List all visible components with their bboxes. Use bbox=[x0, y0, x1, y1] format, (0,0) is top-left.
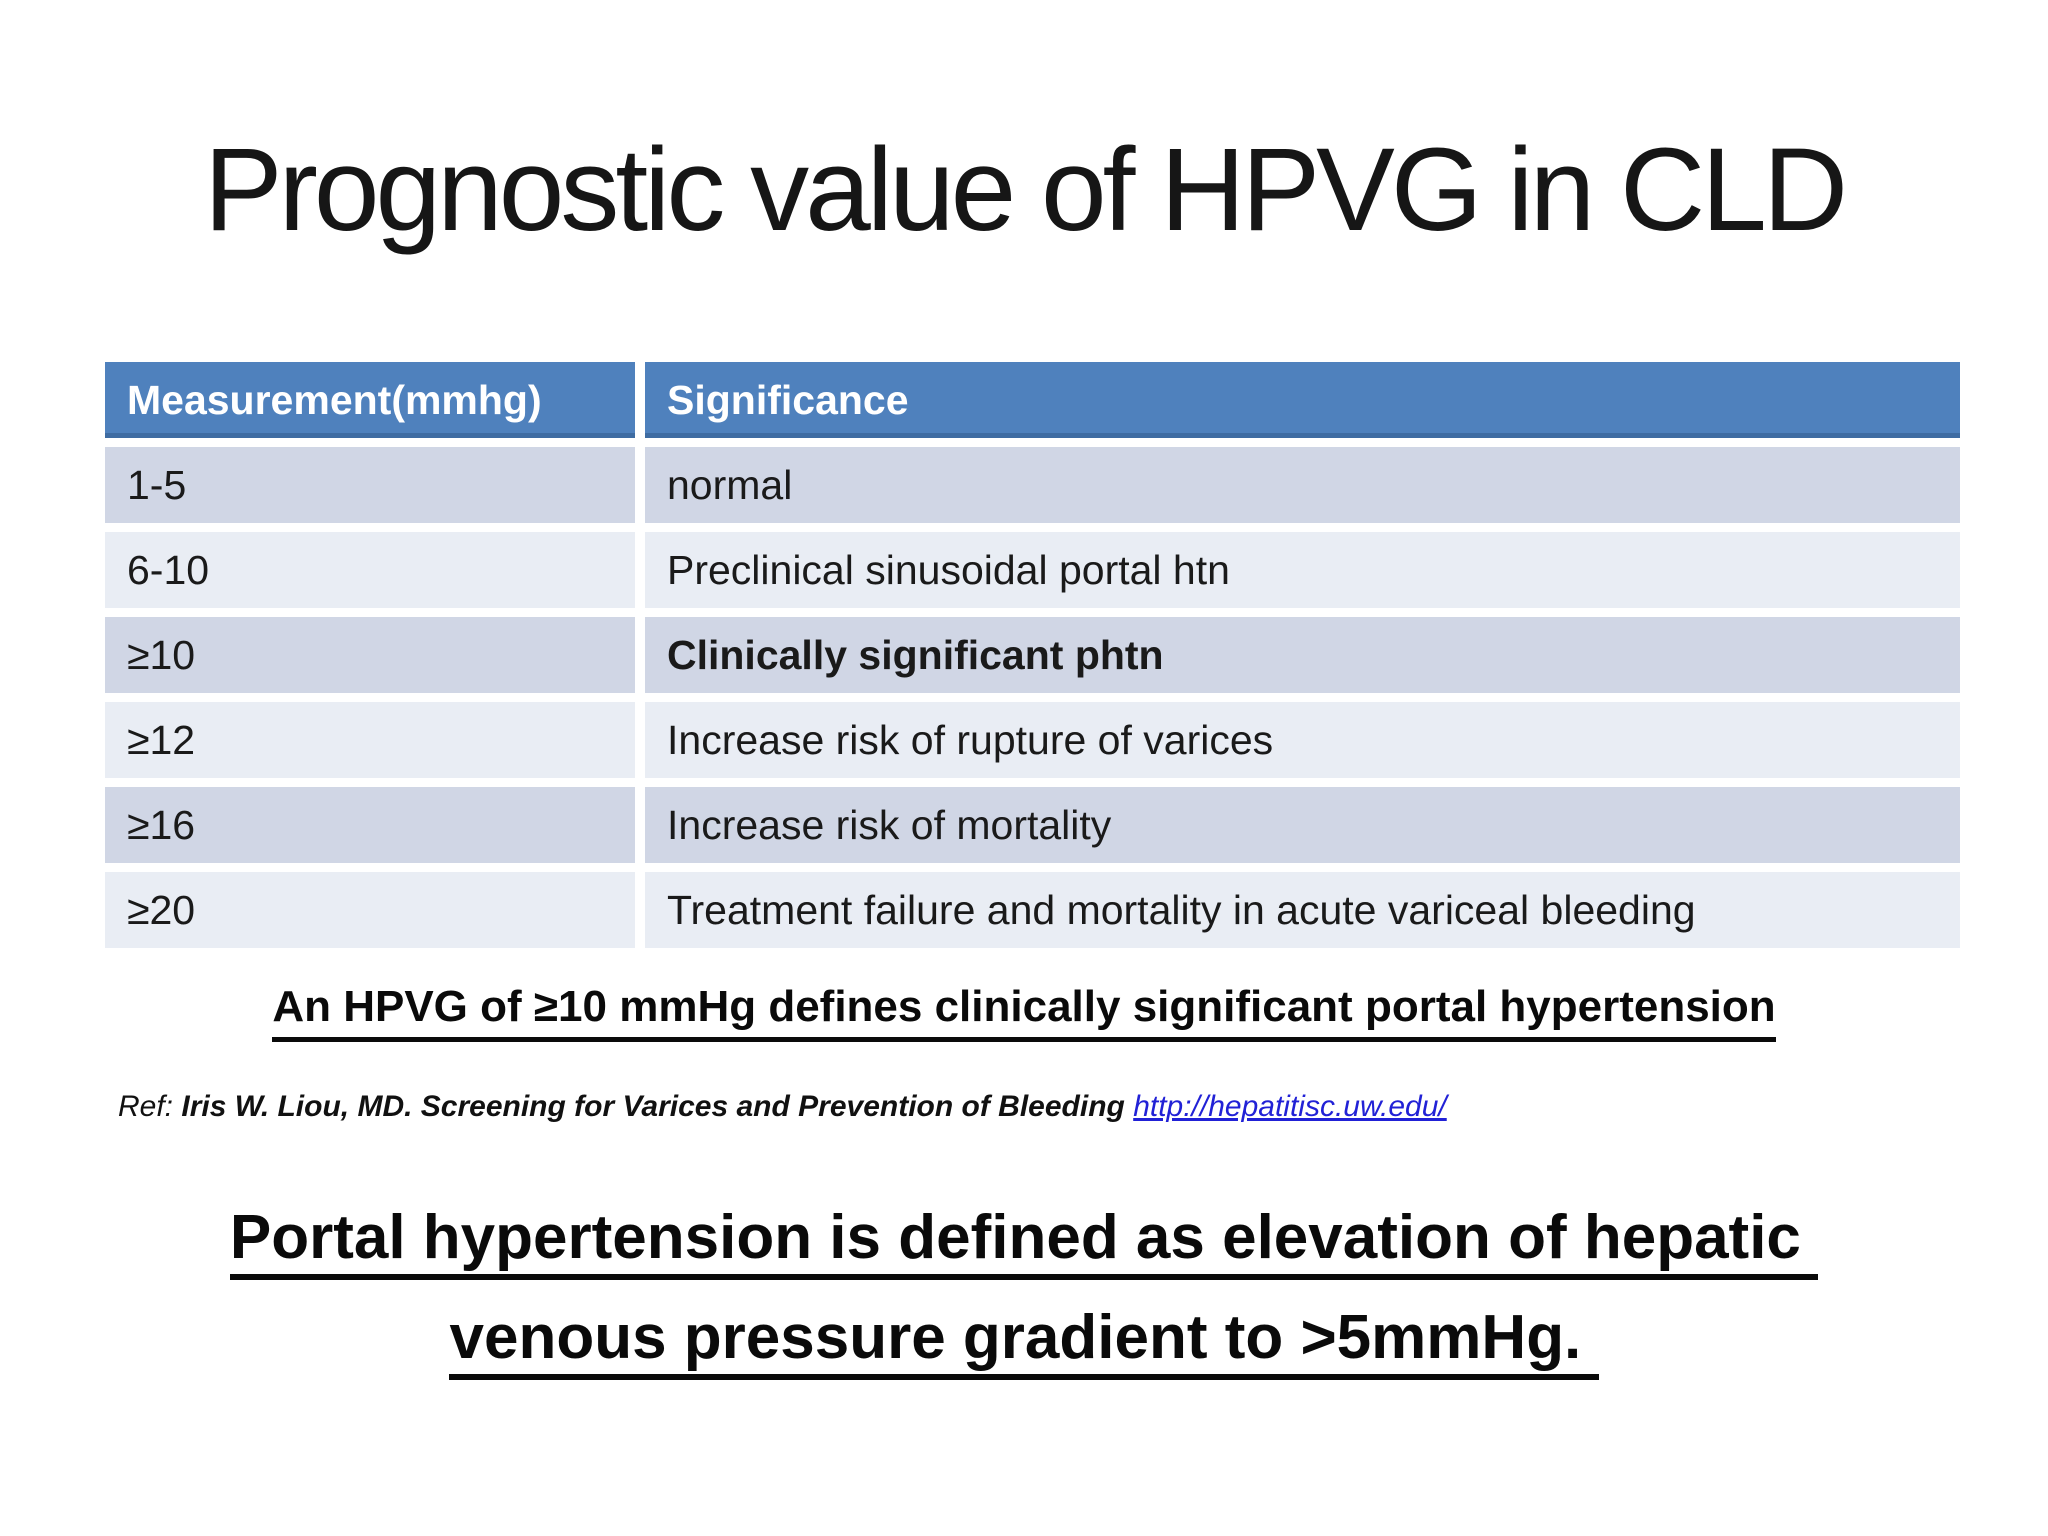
page-title: Prognostic value of HPVG in CLD bbox=[203, 124, 1848, 256]
significance-cell: Treatment failure and mortality in acute… bbox=[645, 872, 1960, 948]
definition-line-1: Portal hypertension is defined as elevat… bbox=[0, 1203, 2048, 1304]
prognostic-table: Measurement(mmhg) Significance 1-5 norma… bbox=[105, 362, 1960, 948]
measurement-cell: ≥16 bbox=[105, 787, 635, 863]
measurement-cell: ≥20 bbox=[105, 872, 635, 948]
measurement-cell: ≥12 bbox=[105, 702, 635, 778]
table-header-measurement: Measurement(mmhg) bbox=[105, 362, 635, 438]
significance-cell: Clinically significant phtn bbox=[645, 617, 1960, 693]
significance-cell: Increase risk of rupture of varices bbox=[645, 702, 1960, 778]
key-statement: An HPVG of ≥10 mmHg defines clinically s… bbox=[272, 982, 1776, 1042]
reference-prefix: Ref: bbox=[118, 1090, 182, 1123]
reference-link[interactable]: http://hepatitisc.uw.edu/ bbox=[1133, 1090, 1447, 1123]
significance-cell: Increase risk of mortality bbox=[645, 787, 1960, 863]
table-header-significance: Significance bbox=[645, 362, 1960, 438]
measurement-cell: ≥10 bbox=[105, 617, 635, 693]
measurement-cell: 6-10 bbox=[105, 532, 635, 608]
reference-citation: Iris W. Liou, MD. Screening for Varices … bbox=[181, 1090, 1134, 1123]
key-statement-container: An HPVG of ≥10 mmHg defines clinically s… bbox=[0, 982, 2048, 1042]
measurement-cell: 1-5 bbox=[105, 447, 635, 523]
significance-cell: normal bbox=[645, 447, 1960, 523]
significance-cell: Preclinical sinusoidal portal htn bbox=[645, 532, 1960, 608]
reference-line: Ref: Iris W. Liou, MD. Screening for Var… bbox=[118, 1090, 1447, 1124]
definition-statement: Portal hypertension is defined as elevat… bbox=[0, 1203, 2048, 1404]
definition-line-2: venous pressure gradient to >5mmHg. bbox=[0, 1303, 2048, 1404]
